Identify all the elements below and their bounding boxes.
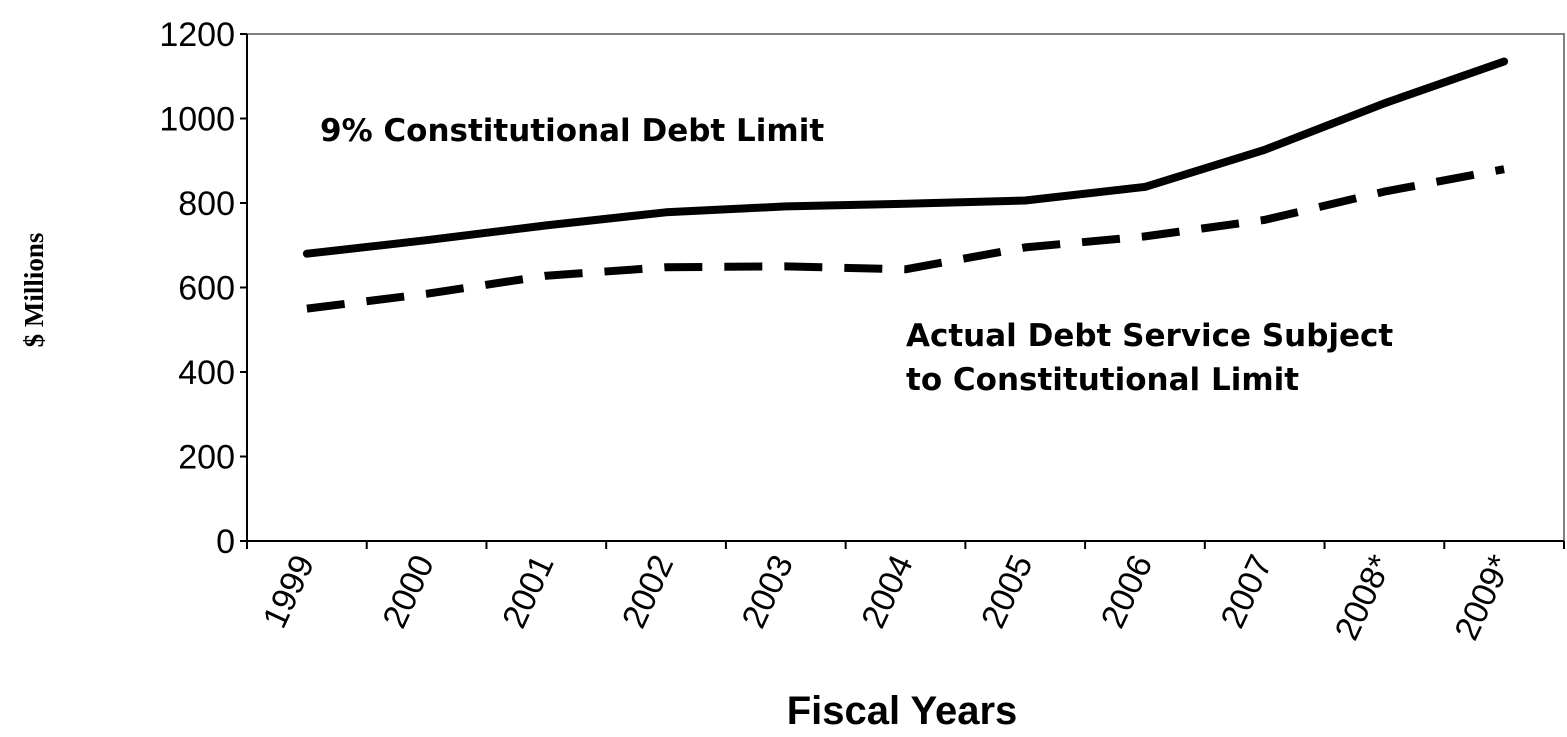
y-tick-label: 1200 (159, 16, 235, 54)
series-line-actual-debt (306, 165, 1505, 313)
y-axis-title: $ Millions (19, 233, 49, 348)
y-tick-label: 600 (178, 270, 235, 308)
x-axis-ticks: 1999 2000 2001 2002 2003 2004 2005 2006 2007 2008… (246, 541, 1565, 646)
x-tick-label: 2001 (495, 549, 561, 634)
x-tick-label: 2000 (375, 549, 441, 634)
x-tick-label: 2008* (1328, 549, 1400, 646)
x-tick-label: 2009* (1447, 549, 1519, 646)
y-tick-label: 0 (216, 523, 235, 561)
y-tick-label: 400 (178, 354, 235, 392)
x-tick-label: 2006 (1094, 549, 1160, 634)
annotation-actual-debt-line-1: Actual Debt Service Subject (906, 318, 1393, 354)
x-tick-label: 2004 (854, 549, 920, 634)
annotation-actual-debt-line-2: to Constitutional Limit (906, 362, 1299, 398)
y-tick-label: 800 (178, 185, 235, 223)
series-line-debt-limit (302, 57, 1509, 258)
x-tick-label: 1999 (256, 549, 322, 634)
y-tick-label: 200 (178, 439, 235, 477)
x-tick-label: 2003 (735, 549, 801, 634)
annotation-debt-limit: 9% Constitutional Debt Limit (320, 113, 824, 149)
y-axis-ticks: 0 200 400 600 800 1000 1200 (159, 16, 247, 561)
x-tick-label: 2005 (974, 549, 1040, 634)
series-layer (302, 57, 1509, 313)
x-tick-label: 2007 (1214, 549, 1280, 634)
x-axis-title: Fiscal Years (787, 689, 1018, 732)
y-tick-label: 1000 (159, 101, 235, 139)
x-tick-label: 2002 (615, 549, 681, 634)
